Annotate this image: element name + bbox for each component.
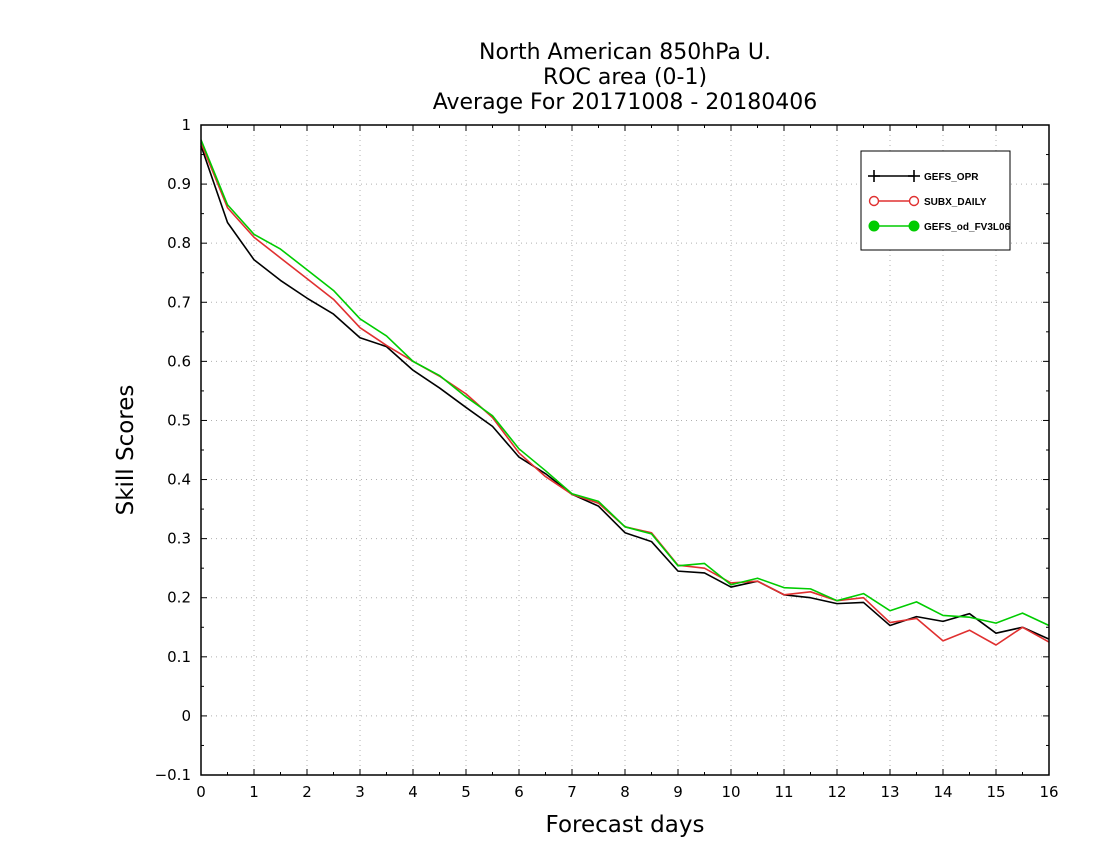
y-tick-label: 0 — [181, 707, 191, 725]
y-tick-label: 1 — [181, 116, 191, 134]
x-tick-label: 3 — [355, 783, 365, 801]
plot-frame — [200, 124, 1050, 776]
y-tick-label: 0.7 — [167, 293, 191, 311]
legend-marker-gefs-od-fv3l06 — [908, 220, 920, 232]
legend-label-gefs-od-fv3l06: GEFS_od_FV3L06 — [924, 222, 1011, 233]
y-tick-label: 0.2 — [167, 589, 191, 607]
chart-title-line-1: North American 850hPa U. — [479, 40, 771, 65]
y-tick-label: −0.1 — [155, 766, 191, 784]
y-tick-label: 0.9 — [167, 175, 191, 193]
chart-title-line-2: ROC area (0-1) — [543, 65, 707, 90]
chart-title-line-3: Average For 20171008 - 20180406 — [433, 90, 818, 115]
x-tick-label: 6 — [514, 783, 524, 801]
legend-marker-subx-daily — [908, 195, 920, 207]
y-tick-label: 0.5 — [167, 411, 191, 429]
x-tick-label: 2 — [302, 783, 312, 801]
x-tick-label: 4 — [408, 783, 418, 801]
y-axis-label: Skill Scores — [113, 385, 139, 516]
x-tick-label: 7 — [567, 783, 577, 801]
legend-marker-subx-daily — [868, 195, 880, 207]
x-tick-label: 10 — [721, 783, 740, 801]
x-tick-label: 5 — [461, 783, 471, 801]
x-tick-label: 14 — [933, 783, 952, 801]
series-line-gefs-od-fv3l06 — [200, 139, 1050, 627]
y-tick-label: 0.1 — [167, 648, 191, 666]
legend-marker-gefs-od-fv3l06 — [868, 220, 880, 232]
y-tick-label: 0.3 — [167, 530, 191, 548]
x-tick-label: 9 — [673, 783, 683, 801]
legend-label-subx-daily: SUBX_DAILY — [924, 197, 987, 208]
x-tick-label: 13 — [880, 783, 899, 801]
series-layer — [200, 139, 1050, 646]
y-tick-label: 0.6 — [167, 352, 191, 370]
x-tick-label: 1 — [249, 783, 259, 801]
y-tick-label: 0.4 — [167, 471, 191, 489]
x-tick-label: 15 — [986, 783, 1005, 801]
x-tick-label: 0 — [196, 783, 206, 801]
x-tick-label: 11 — [774, 783, 793, 801]
x-tick-label: 12 — [827, 783, 846, 801]
legend-label-gefs-opr: GEFS_OPR — [924, 172, 979, 183]
x-tick-label: 16 — [1039, 783, 1058, 801]
x-tick-label: 8 — [620, 783, 630, 801]
grid-layer — [201, 125, 1049, 775]
legend: GEFS_OPR SUBX_DAILY GEFS_od_FV3L06 — [860, 150, 1011, 251]
y-tick-label: 0.8 — [167, 234, 191, 252]
x-axis-label: Forecast days — [546, 812, 705, 838]
